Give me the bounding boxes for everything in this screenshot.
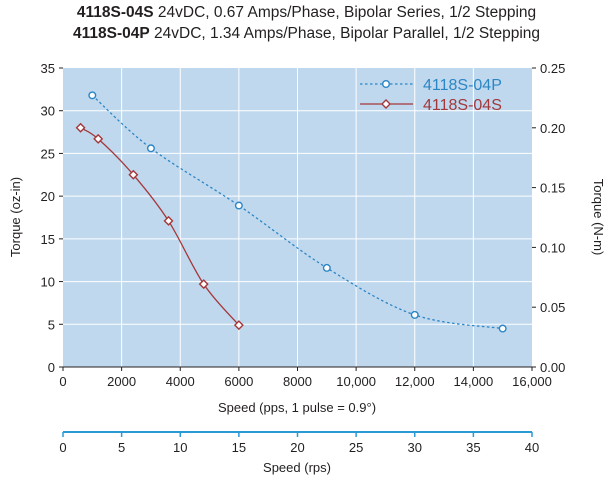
data-point-4118s-04s bbox=[198, 279, 209, 290]
y-right-tick-label: 0.15 bbox=[540, 181, 565, 196]
grid-lines bbox=[63, 68, 532, 368]
chart-title-line-2: 4118S-04P 24vDC, 1.34 Amps/Phase, Bipola… bbox=[0, 25, 613, 43]
y-right-tick-label: 0.05 bbox=[540, 300, 565, 315]
x-axis-label: Speed (pps, 1 pulse = 0.9°) bbox=[218, 400, 376, 415]
x-tick-label: 10,000 bbox=[336, 374, 376, 389]
data-point-4118s-04s bbox=[163, 215, 174, 226]
title-model-p: 4118S-04P bbox=[72, 25, 150, 42]
title-model-s: 4118S-04S bbox=[76, 4, 154, 21]
data-point-4118s-04s bbox=[75, 122, 86, 133]
rps-tick-label: 10 bbox=[173, 440, 187, 455]
data-point-4118s-04p bbox=[88, 91, 97, 100]
rps-tick-label: 20 bbox=[290, 440, 304, 455]
legend-marker-4118s-04s bbox=[381, 99, 391, 109]
chart-title-line-1: 4118S-04S 24vDC, 0.67 Amps/Phase, Bipola… bbox=[0, 4, 613, 22]
legend-marker-4118s-04p bbox=[382, 79, 391, 88]
x-tick-label: 2000 bbox=[107, 374, 136, 389]
x-tick-label: 4000 bbox=[166, 374, 195, 389]
data-point-4118s-04p bbox=[234, 201, 243, 210]
x-tick-label: 16,000 bbox=[512, 374, 552, 389]
y-left-tick-label: 30 bbox=[41, 104, 55, 119]
rps-axis-label: Speed (rps) bbox=[263, 460, 331, 475]
rps-tick-label: 40 bbox=[525, 440, 539, 455]
x-axis-ticks: 0 2000 4000 6000 8000 10,000 12,000 14,000 16,00… bbox=[59, 367, 552, 389]
rps-axis-ticks: 0 5 10 15 20 25 30 35 40 bbox=[59, 432, 539, 455]
y-right-tick-label: 0.10 bbox=[540, 240, 565, 255]
y-left-axis-label: Torque (oz-in) bbox=[8, 177, 23, 257]
series-layer bbox=[75, 91, 507, 333]
y-left-axis-ticks: 0 5 10 15 20 25 30 35 bbox=[41, 61, 63, 375]
rps-tick-label: 35 bbox=[466, 440, 480, 455]
legend-label-4118s-04s: 4118S-04S bbox=[423, 97, 502, 114]
x-tick-label: 12,000 bbox=[395, 374, 435, 389]
rps-tick-label: 25 bbox=[349, 440, 363, 455]
data-point-4118s-04p bbox=[410, 310, 419, 319]
rps-tick-label: 15 bbox=[232, 440, 246, 455]
y-left-tick-label: 5 bbox=[48, 317, 55, 332]
rps-tick-label: 0 bbox=[59, 440, 66, 455]
x-tick-label: 6000 bbox=[224, 374, 253, 389]
y-right-tick-label: 0.20 bbox=[540, 121, 565, 136]
x-tick-label: 8000 bbox=[283, 374, 312, 389]
data-point-4118s-04p bbox=[498, 324, 507, 333]
y-left-tick-label: 25 bbox=[41, 146, 55, 161]
y-left-tick-label: 10 bbox=[41, 275, 55, 290]
rps-tick-label: 30 bbox=[408, 440, 422, 455]
data-point-4118s-04p bbox=[146, 144, 155, 153]
data-point-4118s-04s bbox=[233, 320, 244, 331]
data-point-4118s-04s bbox=[128, 169, 139, 180]
y-left-tick-label: 0 bbox=[48, 360, 55, 375]
y-right-tick-label: 0.00 bbox=[540, 360, 565, 375]
x-tick-label: 14,000 bbox=[453, 374, 493, 389]
rps-tick-label: 5 bbox=[118, 440, 125, 455]
y-left-tick-label: 15 bbox=[41, 232, 55, 247]
legend-label-4118s-04p: 4118S-04P bbox=[423, 77, 502, 94]
data-point-4118s-04s bbox=[93, 133, 104, 144]
x-tick-label: 0 bbox=[59, 374, 66, 389]
y-right-axis-label: Torque (N-m) bbox=[591, 179, 606, 256]
y-right-tick-label: 0.25 bbox=[540, 61, 565, 76]
legend: 4118S-04P 4118S-04S bbox=[360, 77, 502, 114]
y-right-axis-ticks: 0.00 0.05 0.10 0.15 0.20 0.25 bbox=[532, 61, 565, 375]
y-left-tick-label: 35 bbox=[41, 61, 55, 76]
data-point-4118s-04p bbox=[322, 263, 331, 272]
title-spec-s: 24vDC, 0.67 Amps/Phase, Bipolar Series, … bbox=[153, 4, 537, 21]
y-left-tick-label: 20 bbox=[41, 189, 55, 204]
title-spec-p: 24vDC, 1.34 Amps/Phase, Bipolar Parallel… bbox=[149, 25, 541, 42]
